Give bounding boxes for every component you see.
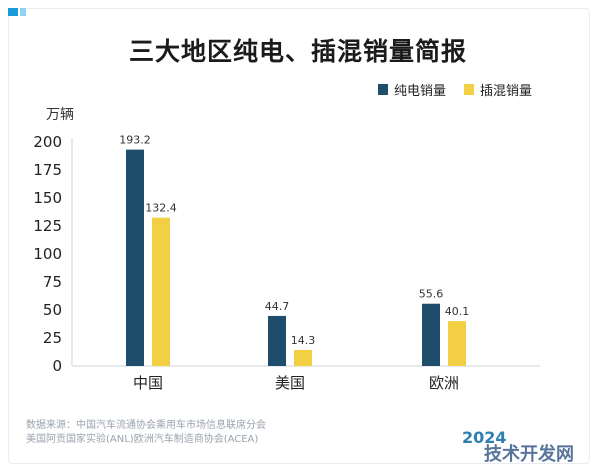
chart-card bbox=[8, 8, 590, 464]
bar bbox=[448, 321, 466, 366]
y-tick-label: 150 bbox=[33, 189, 62, 207]
site-watermark: 技术开发网 bbox=[484, 444, 574, 465]
bar bbox=[268, 315, 286, 366]
x-tick-label: 美国 bbox=[275, 374, 305, 392]
y-tick-label: 100 bbox=[33, 245, 62, 263]
legend-label-phev: 插混销量 bbox=[479, 84, 532, 99]
y-tick-label: 0 bbox=[52, 357, 62, 375]
y-tick-label: 200 bbox=[33, 133, 62, 151]
legend-item-phev: 插混销量 bbox=[463, 80, 532, 99]
y-axis-unit-label: 万辆 bbox=[46, 107, 74, 123]
x-tick-label: 欧洲 bbox=[429, 374, 459, 392]
corner-accent-bar bbox=[8, 8, 18, 16]
y-tick-label: 175 bbox=[33, 161, 62, 179]
bar bbox=[422, 303, 440, 366]
data-label: 193.2 bbox=[119, 134, 151, 147]
corner-accent-bar bbox=[20, 8, 26, 16]
chart-title: 三大地区纯电、插混销量简报 bbox=[128, 37, 467, 66]
legend-swatch-pure-ev bbox=[377, 84, 388, 95]
data-label: 55.6 bbox=[419, 288, 444, 301]
data-label: 14.3 bbox=[291, 334, 316, 347]
y-tick-label: 75 bbox=[43, 273, 62, 291]
data-source: 数据来源：中国汽车流通协会乘用车市场信息联席分会 美国阿贡国家实验(ANL)欧洲… bbox=[26, 419, 266, 447]
y-tick-label: 50 bbox=[43, 301, 62, 319]
legend-swatch-phev bbox=[463, 84, 474, 95]
legend: 纯电销量 插混销量 bbox=[377, 80, 532, 99]
legend-label-pure-ev: 纯电销量 bbox=[393, 84, 446, 99]
y-tick-label: 125 bbox=[33, 217, 62, 235]
legend-item-pure-ev: 纯电销量 bbox=[377, 80, 446, 99]
corner-accent bbox=[8, 8, 28, 16]
brand-logo-year: 2024 bbox=[462, 428, 507, 447]
data-label: 44.7 bbox=[265, 300, 290, 313]
data-label: 40.1 bbox=[445, 305, 470, 318]
x-tick-label: 中国 bbox=[133, 374, 163, 392]
bar bbox=[126, 149, 144, 366]
data-label: 132.4 bbox=[145, 202, 177, 215]
data-source-line-2: 美国阿贡国家实验(ANL)欧洲汽车制造商协会(ACEA) bbox=[26, 434, 259, 445]
bar bbox=[294, 349, 312, 366]
bar bbox=[152, 217, 170, 366]
y-tick-label: 25 bbox=[43, 329, 62, 347]
data-source-line-1: 数据来源：中国汽车流通协会乘用车市场信息联席分会 bbox=[26, 420, 266, 431]
